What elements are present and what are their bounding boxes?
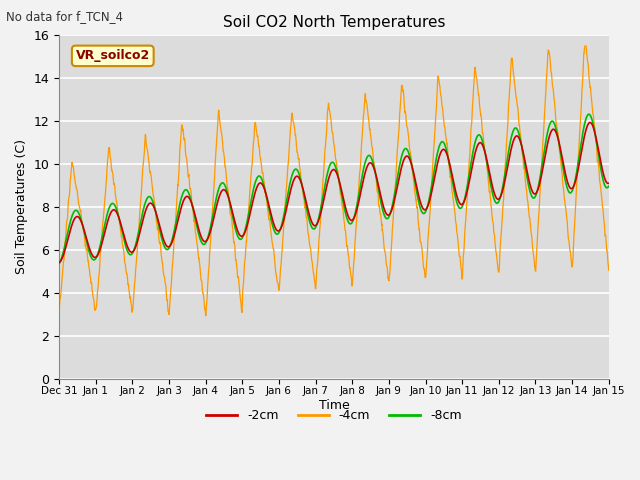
- Y-axis label: Soil Temperatures (C): Soil Temperatures (C): [15, 139, 28, 275]
- Title: Soil CO2 North Temperatures: Soil CO2 North Temperatures: [223, 15, 445, 30]
- Legend: -2cm, -4cm, -8cm: -2cm, -4cm, -8cm: [201, 404, 467, 427]
- Text: VR_soilco2: VR_soilco2: [76, 49, 150, 62]
- X-axis label: Time: Time: [319, 399, 349, 412]
- Text: No data for f_TCN_4: No data for f_TCN_4: [6, 10, 124, 23]
